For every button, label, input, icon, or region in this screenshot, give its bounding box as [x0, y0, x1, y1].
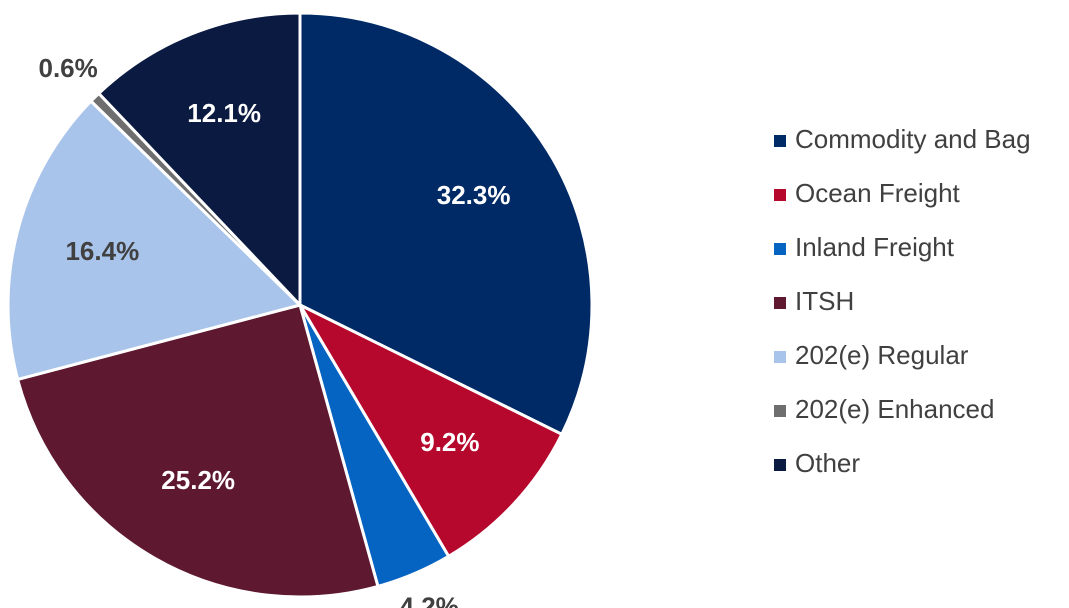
data-label: 25.2% [161, 465, 235, 495]
legend-label: 202(e) Regular [795, 340, 969, 370]
data-label: 32.3% [437, 180, 511, 210]
legend-label: Ocean Freight [795, 178, 961, 208]
legend-swatch [774, 351, 786, 363]
legend-label: ITSH [795, 286, 854, 316]
legend-swatch [774, 297, 786, 309]
legend-swatch [774, 243, 786, 255]
data-label: 16.4% [65, 236, 139, 266]
legend-swatch [774, 135, 786, 147]
data-label: 9.2% [420, 427, 479, 457]
legend-label: Commodity and Bag [795, 124, 1031, 154]
pie-slice [96, 11, 302, 309]
pie-slice [15, 303, 380, 599]
pie-slice [298, 11, 594, 437]
legend-label: Other [795, 448, 860, 478]
pie-slice [296, 301, 564, 559]
legend-swatch [774, 459, 786, 471]
legend-label: Inland Freight [795, 232, 955, 262]
legend-swatch [774, 405, 786, 417]
legend-swatch [774, 189, 786, 201]
legend-label: 202(e) Enhanced [795, 394, 994, 424]
data-label: 12.1% [187, 98, 261, 128]
data-label: 0.6% [38, 53, 97, 83]
pie-slice [6, 99, 303, 382]
data-label: 4.2% [400, 592, 459, 608]
